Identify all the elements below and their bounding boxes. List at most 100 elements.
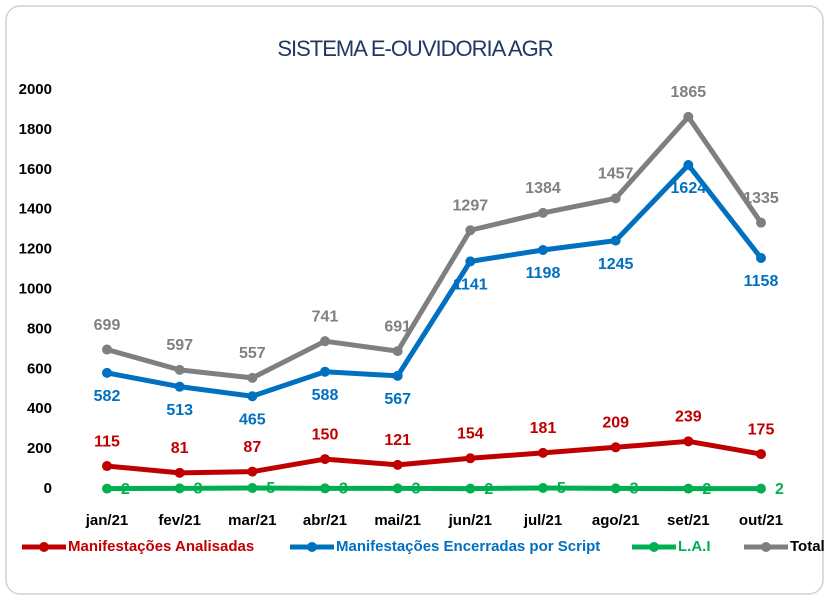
data-label: 1384: [525, 180, 561, 197]
point: [102, 483, 112, 494]
data-label: 1245: [598, 256, 634, 273]
point: [247, 466, 258, 477]
data-label: 582: [94, 388, 121, 405]
point: [610, 193, 621, 204]
legend-label: Manifestações Analisadas: [68, 538, 254, 555]
series-line: [106, 438, 762, 476]
data-label: 2: [702, 481, 711, 498]
data-label: 1158: [744, 273, 779, 290]
data-label: 87: [243, 439, 261, 456]
data-label: 1335: [743, 190, 779, 207]
point: [683, 483, 694, 494]
data-label: 513: [166, 402, 193, 419]
data-label: 121: [384, 432, 411, 449]
data-label: 699: [94, 317, 121, 334]
point: [756, 483, 766, 494]
legend-marker: [761, 542, 771, 552]
point: [610, 483, 621, 494]
point: [320, 454, 330, 465]
data-label: 1865: [671, 84, 707, 101]
x-tick-label: mar/21: [228, 512, 276, 529]
legend-marker: [649, 542, 659, 552]
data-label: 557: [239, 345, 266, 362]
legend-label: Manifestações Encerradas por Script: [336, 538, 600, 555]
y-tick-label: 1600: [19, 161, 52, 178]
point: [465, 453, 476, 464]
y-tick-label: 1200: [19, 241, 52, 258]
y-tick-label: 2000: [19, 81, 52, 98]
data-label: 154: [457, 425, 484, 442]
data-label: 3: [630, 481, 639, 498]
data-label: 741: [312, 308, 339, 325]
data-label: 465: [239, 411, 266, 428]
point: [247, 372, 258, 383]
point: [174, 364, 185, 375]
point: [610, 442, 621, 453]
x-tick-label: ago/21: [592, 512, 640, 529]
data-label: 1141: [453, 277, 488, 294]
data-label: 239: [675, 409, 702, 426]
y-tick-label: 1400: [19, 201, 52, 218]
point: [756, 217, 766, 228]
data-label: 3: [339, 481, 348, 498]
data-label: 1297: [453, 197, 489, 214]
x-tick-label: jul/21: [523, 512, 562, 529]
y-tick-label: 200: [27, 440, 52, 457]
legend-label: L.A.I: [678, 538, 711, 555]
x-tick-label: abr/21: [303, 512, 347, 529]
point: [320, 366, 330, 377]
point: [683, 436, 694, 447]
point: [610, 235, 621, 246]
data-label: 181: [530, 420, 557, 437]
x-tick-label: jun/21: [448, 512, 492, 529]
point: [320, 336, 330, 347]
point: [174, 483, 185, 494]
series-line: [106, 485, 761, 492]
point: [320, 483, 330, 494]
x-tick-label: fev/21: [158, 512, 201, 529]
point: [392, 459, 403, 470]
data-label: 209: [602, 415, 629, 432]
point: [683, 111, 694, 122]
x-tick-label: mai/21: [374, 512, 421, 529]
data-label: 5: [557, 480, 566, 497]
point: [102, 461, 112, 472]
data-label: 1198: [526, 265, 561, 282]
chart-title: SISTEMA E-OUVIDORIA AGR: [277, 36, 552, 61]
y-tick-label: 1800: [19, 121, 52, 138]
x-tick-label: jan/21: [85, 512, 129, 529]
point: [174, 467, 185, 478]
point: [392, 346, 403, 357]
data-label: 1624: [671, 180, 707, 197]
data-label: 2: [775, 481, 784, 498]
point: [756, 252, 766, 263]
data-label: 3: [412, 481, 421, 498]
point: [756, 449, 766, 460]
point: [392, 483, 403, 494]
data-label: 1457: [598, 166, 634, 183]
data-label: 150: [312, 426, 339, 443]
data-label: 2: [484, 481, 493, 498]
point: [102, 367, 112, 378]
data-label: 115: [94, 433, 120, 450]
data-label: 5: [266, 480, 275, 497]
y-tick-label: 0: [44, 480, 52, 497]
point: [247, 483, 258, 494]
x-tick-label: out/21: [739, 512, 783, 529]
y-tick-label: 1000: [19, 280, 52, 297]
data-label: 567: [384, 391, 411, 408]
series-line: [106, 162, 763, 399]
point: [102, 344, 112, 355]
legend-label: Total: [790, 538, 825, 555]
point: [247, 391, 258, 402]
data-label: 597: [166, 337, 193, 354]
series-line: [106, 114, 764, 381]
y-tick-label: 400: [27, 400, 52, 417]
y-tick-label: 800: [27, 320, 52, 337]
y-tick-label: 600: [27, 360, 52, 377]
point: [683, 160, 694, 171]
data-label: 691: [384, 318, 411, 335]
point: [174, 381, 185, 392]
data-label: 175: [748, 421, 775, 438]
